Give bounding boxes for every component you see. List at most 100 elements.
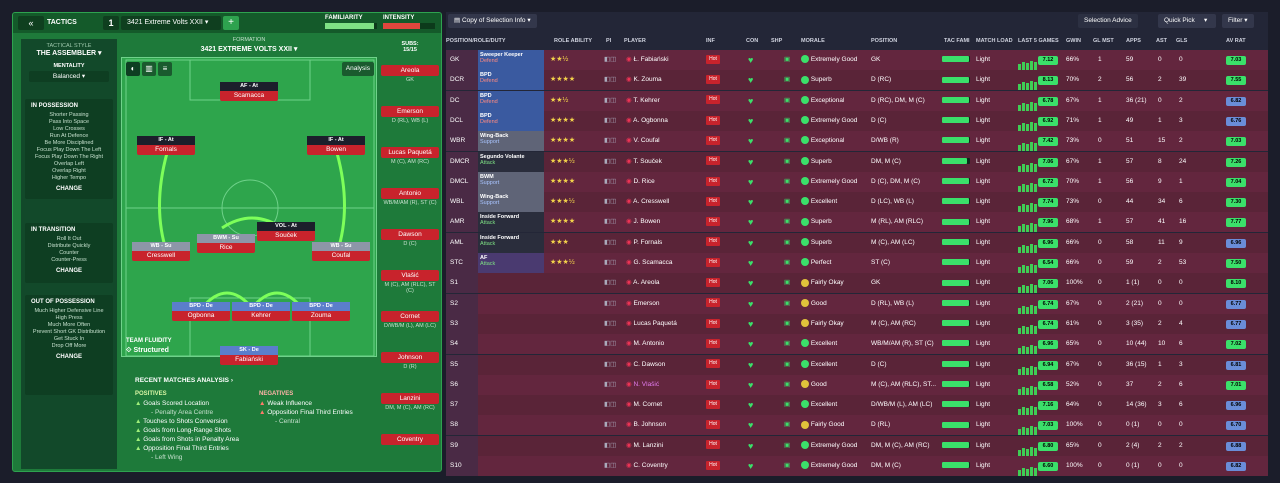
- role-duty-select[interactable]: BPD Defend: [478, 70, 544, 91]
- column-header[interactable]: AST: [1156, 38, 1167, 44]
- player-name[interactable]: ◉ P. Fornals: [626, 238, 663, 246]
- tactic-slot[interactable]: 1: [103, 16, 119, 30]
- table-row[interactable]: WBR Wing-Back Support ★★★★ ◧◫ ◉ V. Coufal Hot ♥…: [446, 131, 1268, 152]
- player-name[interactable]: ◉ T. Souček: [626, 157, 662, 165]
- table-row[interactable]: DCL BPD Defend ★★★★ ◧◫ ◉ A. Ogbonna Hot ♥ ▣ Extr…: [446, 110, 1268, 131]
- column-header[interactable]: INF: [706, 38, 715, 44]
- pitch-player[interactable]: BPD - De Ogbonna: [172, 302, 230, 324]
- position-slot[interactable]: S5: [446, 354, 478, 375]
- player-instructions-icon[interactable]: ◧◫: [604, 319, 617, 327]
- sub-player[interactable]: Vlašić M (C), AM (RLC), ST (C): [381, 262, 439, 294]
- player-name[interactable]: ◉ V. Coufal: [626, 137, 660, 145]
- pitch-player[interactable]: BWM - Su Rice: [197, 234, 255, 256]
- table-row[interactable]: STC AF Attack ★★★½ ◧◫ ◉ G. Scamacca Hot ♥ ▣ Perf…: [446, 253, 1268, 273]
- player-instructions-icon[interactable]: ◧◫: [604, 218, 617, 226]
- player-name[interactable]: ◉ Emerson: [626, 299, 660, 307]
- sub-player[interactable]: Lanzini DM, M (C), AM (RC): [381, 385, 439, 413]
- table-row[interactable]: S4 ◧◫ ◉ M. Antonio Hot ♥ ▣ Excellent WB/M/AM (…: [446, 334, 1268, 355]
- role-duty-select[interactable]: Sweeper Keeper Defend: [478, 50, 544, 70]
- column-header[interactable]: SHP: [771, 38, 783, 44]
- position-slot[interactable]: S1: [446, 273, 478, 294]
- analysis-button[interactable]: Analysis: [341, 62, 374, 76]
- player-name[interactable]: ◉ A. Ogbonna: [626, 116, 668, 124]
- column-header[interactable]: GL MST: [1093, 38, 1114, 44]
- player-instructions-icon[interactable]: ◧◫: [604, 238, 617, 246]
- player-name[interactable]: ◉ C. Coventry: [626, 462, 668, 469]
- position-slot[interactable]: S4: [446, 334, 478, 355]
- table-row[interactable]: S3 ◧◫ ◉ Lucas Paquetá Hot ♥ ▣ Fairly Okay M (C…: [446, 313, 1268, 334]
- player-instructions-icon[interactable]: ◧◫: [604, 441, 617, 449]
- pitch-player[interactable]: VOL - At Souček: [257, 222, 315, 244]
- pitch-player[interactable]: IF - At Fornals: [137, 136, 195, 158]
- position-slot[interactable]: GK: [446, 50, 478, 70]
- table-row[interactable]: S9 ◧◫ ◉ M. Lanzini Hot ♥ ▣ Extremely Good DM, …: [446, 435, 1268, 456]
- column-header[interactable]: LAST 5 GAMES: [1018, 38, 1059, 44]
- player-name[interactable]: ◉ M. Lanzini: [626, 441, 664, 449]
- bar-chart-icon[interactable]: ▥: [142, 62, 156, 76]
- position-slot[interactable]: S8: [446, 415, 478, 436]
- table-row[interactable]: DMCL BWM Support ★★★★ ◧◫ ◉ D. Rice Hot ♥ ▣ Extre…: [446, 171, 1268, 192]
- position-slot[interactable]: S7: [446, 395, 478, 416]
- role-duty-select[interactable]: Inside Forward Attack: [478, 212, 544, 233]
- view-toggle-icon[interactable]: ◐: [126, 62, 140, 76]
- sub-player[interactable]: Johnson D (R): [381, 344, 439, 372]
- player-name[interactable]: ◉ J. Bowen: [626, 218, 661, 226]
- column-header[interactable]: TAC FAMI: [944, 38, 970, 44]
- column-header[interactable]: GWIN: [1066, 38, 1081, 44]
- selection-advice-button[interactable]: Selection Advice: [1078, 14, 1138, 28]
- role-duty-select[interactable]: Segundo Volante Attack: [478, 151, 544, 172]
- analysis-title[interactable]: RECENT MATCHES ANALYSIS ›: [135, 377, 234, 384]
- sub-player[interactable]: Dawson D (C): [381, 221, 439, 249]
- column-header[interactable]: PI: [606, 38, 612, 44]
- player-instructions-icon[interactable]: ◧◫: [604, 380, 617, 388]
- sub-player[interactable]: Antonio WB/M/AM (R), ST (C): [381, 180, 439, 208]
- column-header[interactable]: MORALE: [801, 38, 825, 44]
- style-name[interactable]: THE ASSEMBLER ▾: [36, 50, 102, 57]
- role-duty-select[interactable]: BPD Defend: [478, 90, 544, 111]
- role-duty-select[interactable]: Wing-Back Support: [478, 131, 544, 152]
- pitch-player[interactable]: IF - At Bowen: [307, 136, 365, 158]
- role-duty-select[interactable]: Wing-Back Support: [478, 192, 544, 213]
- role-duty-select[interactable]: BWM Support: [478, 171, 544, 192]
- player-instructions-icon[interactable]: ◧◫: [604, 401, 617, 409]
- table-row[interactable]: GK Sweeper Keeper Defend ★★½ ◧◫ ◉ Ł. Fabiańsk…: [446, 50, 1268, 70]
- position-slot[interactable]: DCR: [446, 70, 478, 91]
- pitch-player[interactable]: BPD - De Kehrer: [232, 302, 290, 324]
- player-instructions-icon[interactable]: ◧◫: [604, 299, 617, 307]
- player-name[interactable]: ◉ Lucas Paquetá: [626, 319, 677, 327]
- column-header[interactable]: ROLE ABILITY: [554, 38, 592, 44]
- filter-button[interactable]: Filter ▾: [1222, 14, 1254, 28]
- position-slot[interactable]: WBL: [446, 192, 478, 213]
- pitch-player[interactable]: BPD - De Zouma: [292, 302, 350, 324]
- sub-player[interactable]: Cornet D/WB/M (L), AM (LC): [381, 303, 439, 331]
- player-name[interactable]: ◉ Ł. Fabiański: [626, 56, 669, 63]
- player-instructions-icon[interactable]: ◧◫: [604, 157, 617, 165]
- quick-pick-dropdown[interactable]: ▾: [1198, 14, 1216, 28]
- view-select[interactable]: ▤ Copy of Selection Info ▾: [448, 14, 537, 28]
- player-instructions-icon[interactable]: ◧◫: [604, 279, 617, 287]
- add-tactic-button[interactable]: +: [223, 16, 239, 30]
- table-row[interactable]: S1 ◧◫ ◉ A. Areola Hot ♥ ▣ Fairly Okay GK Light 7…: [446, 273, 1268, 294]
- table-row[interactable]: S6 ◧◫ ◉ N. Vlašić Hot ♥ ▣ Good M (C), AM (RLC)…: [446, 374, 1268, 395]
- pitch-player[interactable]: WB - Su Coufal: [312, 242, 370, 264]
- position-slot[interactable]: AMR: [446, 212, 478, 233]
- position-slot[interactable]: AML: [446, 232, 478, 253]
- player-name[interactable]: ◉ B. Johnson: [626, 421, 667, 429]
- position-slot[interactable]: DMCR: [446, 151, 478, 172]
- player-name[interactable]: ◉ K. Zouma: [626, 76, 662, 84]
- position-slot[interactable]: WBR: [446, 131, 478, 152]
- position-slot[interactable]: STC: [446, 253, 478, 273]
- position-slot[interactable]: S9: [446, 435, 478, 456]
- pitch-player[interactable]: SK - De Fabiański: [220, 346, 278, 368]
- table-row[interactable]: S10 ◧◫ ◉ C. Coventry Hot ♥ ▣ Extremely Good DM…: [446, 456, 1268, 476]
- column-header[interactable]: POSITION: [871, 38, 898, 44]
- pitch-player[interactable]: AF - At Scamacca: [220, 82, 278, 104]
- position-slot[interactable]: S10: [446, 456, 478, 476]
- player-instructions-icon[interactable]: ◧◫: [604, 462, 617, 469]
- player-instructions-icon[interactable]: ◧◫: [604, 116, 617, 124]
- table-row[interactable]: S8 ◧◫ ◉ B. Johnson Hot ♥ ▣ Fairly Good D (RL) L…: [446, 415, 1268, 436]
- table-row[interactable]: S2 ◧◫ ◉ Emerson Hot ♥ ▣ Good D (RL), WB (L) Lig…: [446, 293, 1268, 314]
- player-instructions-icon[interactable]: ◧◫: [604, 56, 617, 63]
- position-slot[interactable]: DC: [446, 90, 478, 111]
- role-duty-select[interactable]: BPD Defend: [478, 110, 544, 131]
